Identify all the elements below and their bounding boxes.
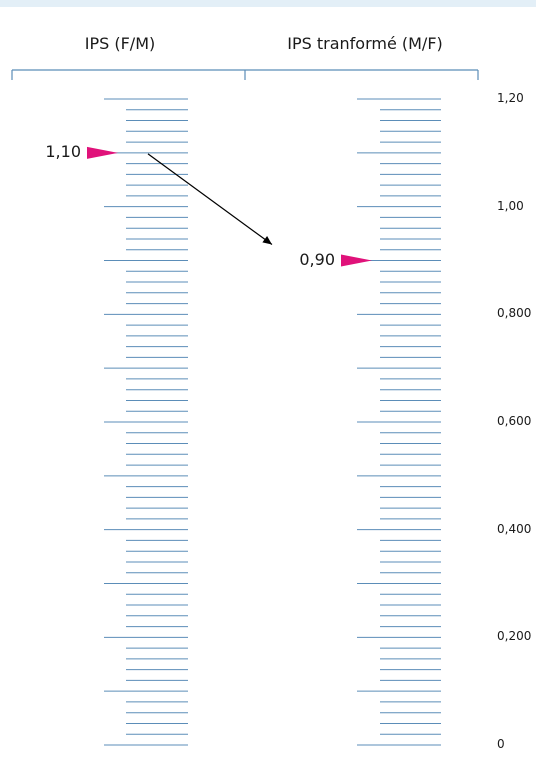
tick-label: 0,800 [497, 306, 532, 321]
top-band [0, 0, 536, 7]
tick-label: 0,400 [497, 521, 532, 536]
tick-label: 0,200 [497, 629, 532, 644]
arrow-head-icon [262, 235, 272, 245]
transform-arrow-line [147, 153, 273, 245]
right-marker-label: 0,90 [299, 249, 335, 269]
left-marker-triangle [87, 146, 118, 159]
right-scale-title: IPS tranformé (M/F) [287, 34, 443, 53]
tick-label: 1,20 [497, 91, 524, 105]
left-scale [104, 98, 188, 746]
right-scale [357, 98, 441, 746]
markers [87, 146, 372, 267]
tick-label: 0 [497, 737, 505, 751]
left-marker-label: 1,10 [45, 141, 81, 161]
header-bracket [11, 69, 479, 80]
tick-label: 0,600 [497, 414, 532, 428]
tick-label: 1,00 [497, 198, 524, 213]
left-scale-title: IPS (F/M) [84, 34, 156, 53]
right-marker-triangle [341, 254, 372, 267]
